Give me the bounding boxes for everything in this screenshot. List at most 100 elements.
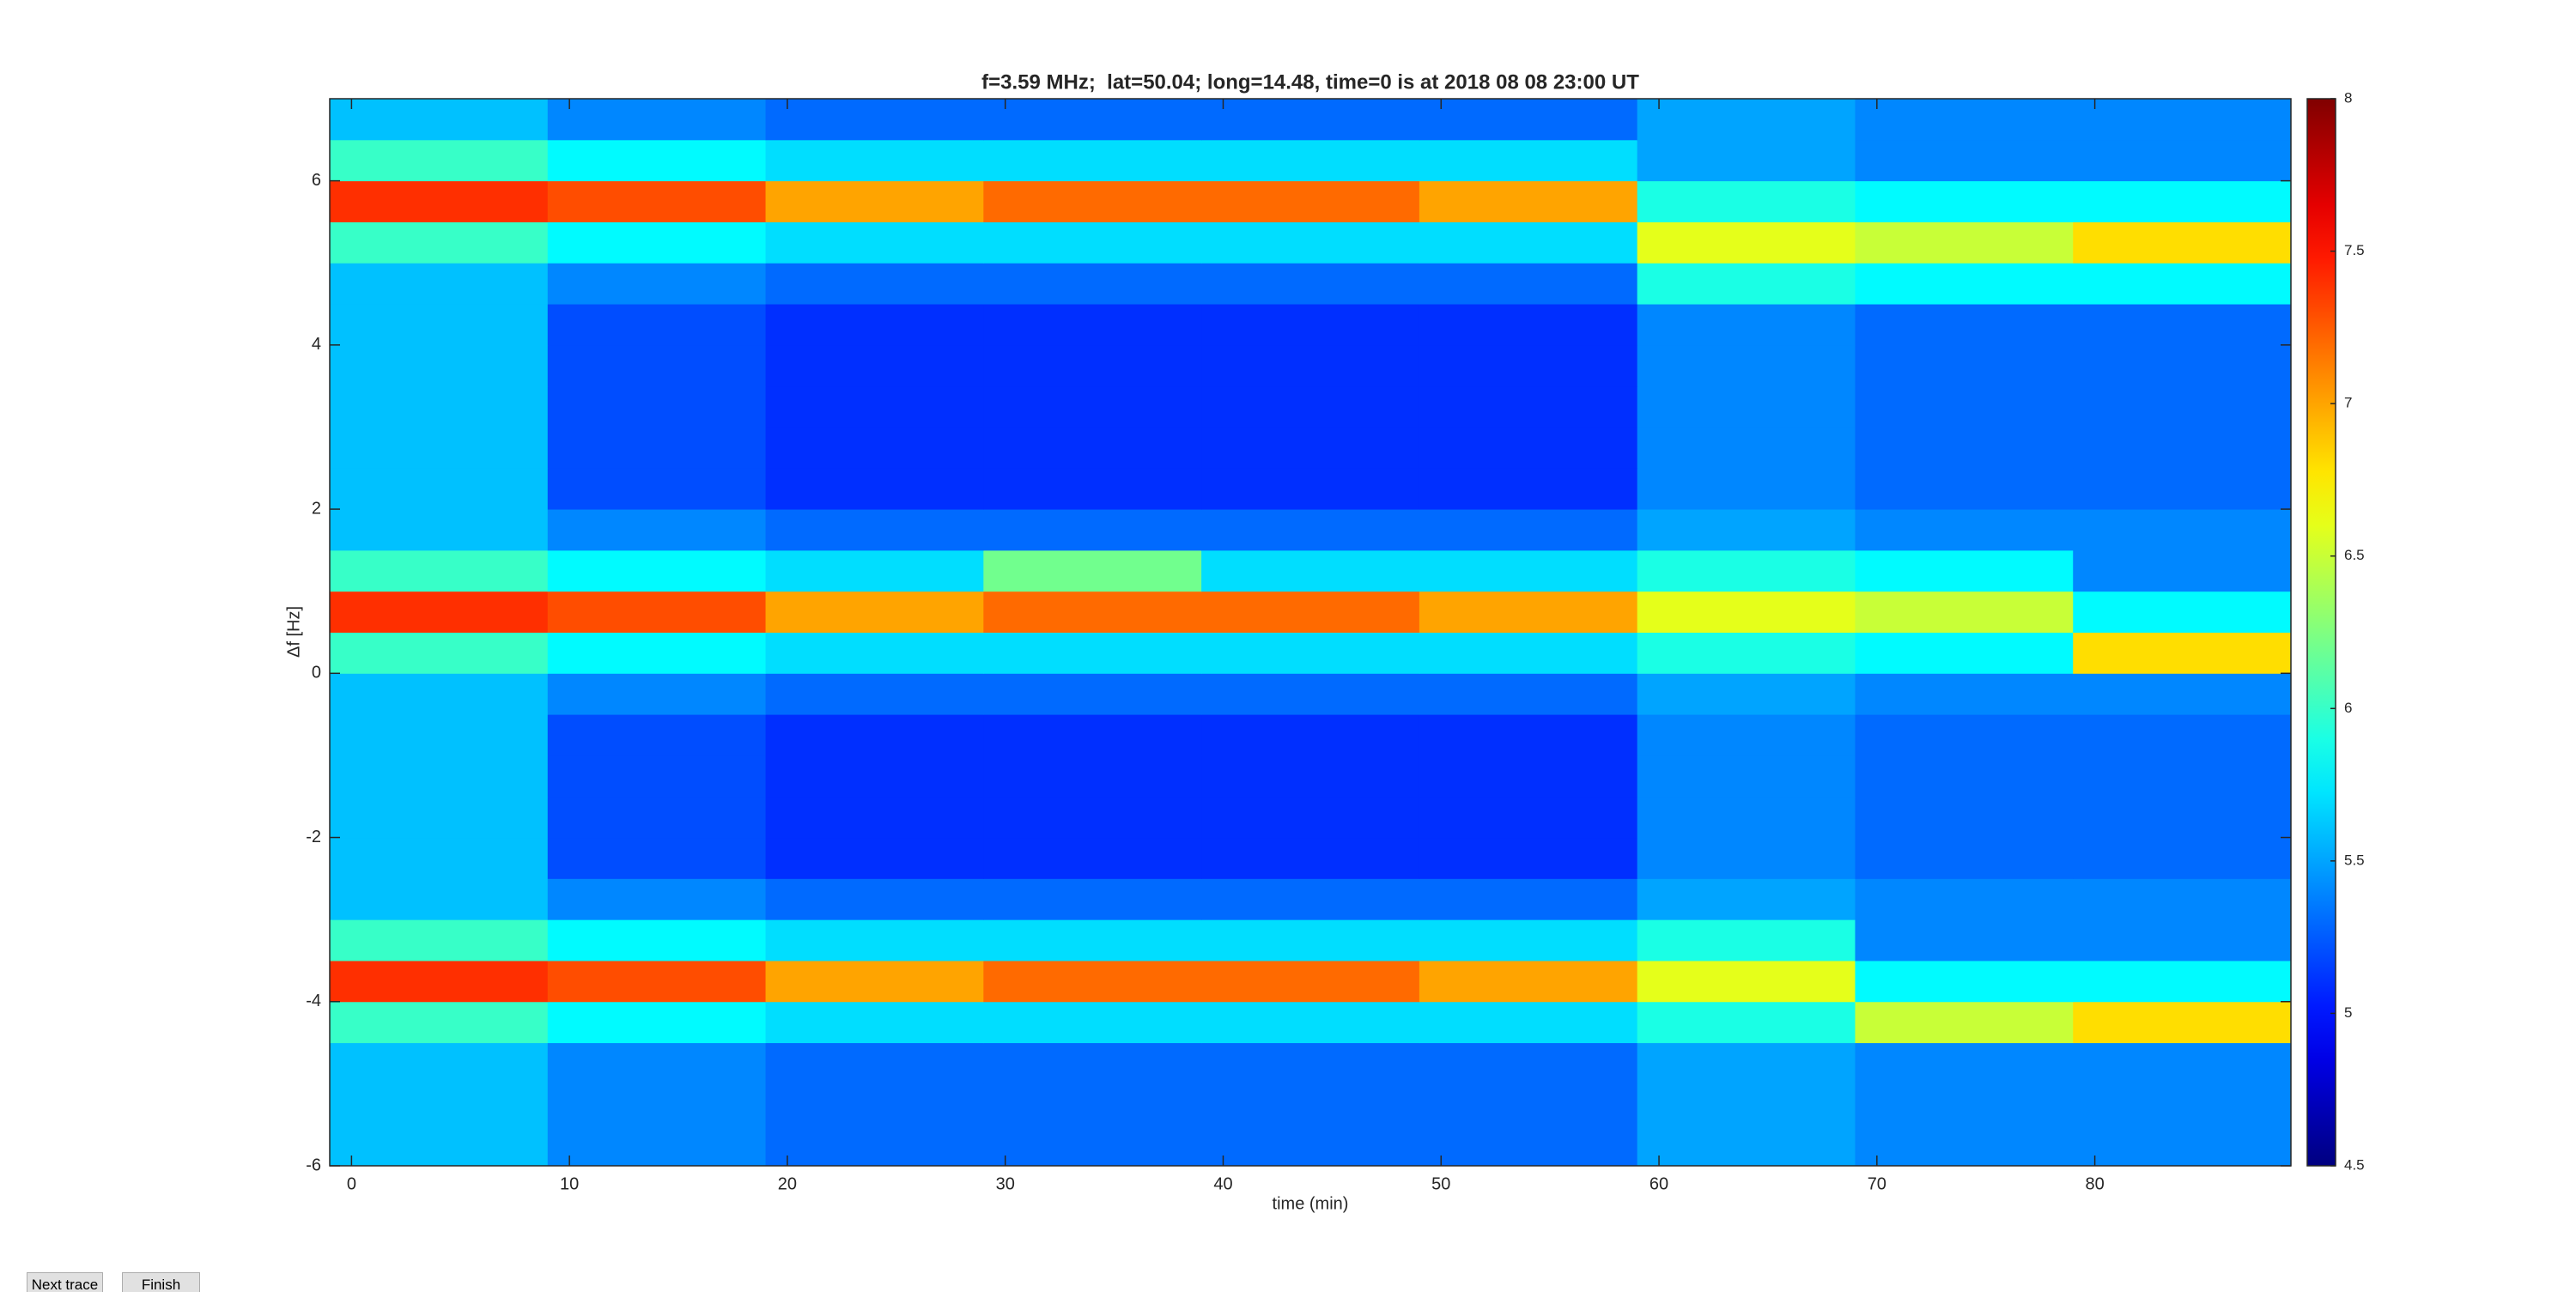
- heatmap-cell: [2073, 139, 2292, 182]
- heatmap-cell: [1201, 1125, 1420, 1167]
- x-tick-label: 10: [560, 1174, 579, 1193]
- heatmap-cell: [330, 1001, 549, 1044]
- heatmap-cell: [1201, 755, 1420, 798]
- heatmap-cell: [765, 344, 984, 387]
- heatmap-cell: [2073, 263, 2292, 305]
- heatmap-cell: [1637, 99, 1856, 141]
- y-tick-label: 4: [312, 335, 321, 354]
- heatmap-cell: [330, 1125, 549, 1167]
- heatmap-cell: [547, 878, 767, 920]
- y-tick-label: -4: [306, 992, 321, 1010]
- heatmap-cell: [1419, 344, 1638, 387]
- heatmap-cell: [547, 1001, 767, 1044]
- heatmap-cell: [1201, 427, 1420, 469]
- heatmap-cell: [2073, 632, 2292, 674]
- heatmap-cell: [983, 427, 1202, 469]
- heatmap-cell: [2073, 509, 2292, 551]
- heatmap-cell: [1201, 591, 1420, 633]
- heatmap-cell: [547, 591, 767, 633]
- heatmap-cell: [1201, 344, 1420, 387]
- heatmap-cell: [1419, 1042, 1638, 1084]
- heatmap-cell: [2073, 468, 2292, 510]
- heatmap-cell: [983, 1083, 1202, 1125]
- colorbar: [2306, 98, 2336, 1167]
- heatmap-cell: [2073, 304, 2292, 346]
- heatmap-cell: [1419, 180, 1638, 222]
- heatmap-cell: [1419, 221, 1638, 264]
- heatmap-cell: [1637, 263, 1856, 305]
- heatmap-cell: [1419, 385, 1638, 428]
- colorbar-tick-label: 5: [2344, 1004, 2352, 1021]
- heatmap-cell: [2073, 1083, 2292, 1125]
- heatmap-cell: [1419, 427, 1638, 469]
- heatmap-cell: [2073, 755, 2292, 798]
- heatmap-cell: [330, 549, 549, 592]
- heatmap-cell: [1637, 837, 1856, 879]
- colorbar-tick-label: 5.5: [2344, 852, 2365, 868]
- heatmap-cell: [1637, 796, 1856, 839]
- heatmap-cell: [330, 139, 549, 182]
- y-axis-label: Δf [Hz]: [284, 606, 303, 658]
- heatmap-cell: [1637, 180, 1856, 222]
- heatmap-cell: [983, 755, 1202, 798]
- heatmap-cell: [1855, 344, 2074, 387]
- heatmap-cell: [1637, 509, 1856, 551]
- heatmap-cell: [1201, 919, 1420, 961]
- heatmap-cell: [983, 878, 1202, 920]
- heatmap-cell: [1637, 344, 1856, 387]
- heatmap-cell: [1855, 837, 2074, 879]
- heatmap-cell: [1855, 263, 2074, 305]
- heatmap-cell: [547, 714, 767, 756]
- heatmap-cell: [983, 1125, 1202, 1167]
- heatmap-cell: [983, 673, 1202, 715]
- heatmap-cell: [1855, 632, 2074, 674]
- heatmap-cell: [1855, 139, 2074, 182]
- next-trace-button[interactable]: Next trace: [27, 1272, 103, 1292]
- plot-frame: [329, 98, 2292, 1167]
- heatmap-cell: [765, 632, 984, 674]
- heatmap-cell: [983, 180, 1202, 222]
- heatmap-cell: [2073, 549, 2292, 592]
- colorbar-tick-label: 8: [2344, 89, 2352, 106]
- heatmap-cell: [1855, 468, 2074, 510]
- heatmap-cell: [983, 714, 1202, 756]
- heatmap-cell: [1855, 427, 2074, 469]
- heatmap-cell: [330, 796, 549, 839]
- heatmap-cell: [1419, 837, 1638, 879]
- heatmap-cell: [2073, 221, 2292, 264]
- heatmap-cell: [1855, 796, 2074, 839]
- heatmap-cell: [1201, 960, 1420, 1003]
- heatmap-cell: [765, 385, 984, 428]
- heatmap-cell: [547, 180, 767, 222]
- heatmap-cell: [547, 1042, 767, 1084]
- heatmap-cell: [1201, 632, 1420, 674]
- heatmap-cell: [1855, 755, 2074, 798]
- finish-button[interactable]: Finish: [122, 1272, 200, 1292]
- heatmap-cell: [983, 99, 1202, 141]
- heatmap-cell: [1201, 180, 1420, 222]
- heatmap-cell: [330, 468, 549, 510]
- heatmap-cell: [547, 344, 767, 387]
- heatmap-cell: [1855, 919, 2074, 961]
- heatmap-cell: [1637, 919, 1856, 961]
- heatmap-cell: [2073, 1001, 2292, 1044]
- heatmap-cell: [1419, 139, 1638, 182]
- heatmap-cell: [1201, 304, 1420, 346]
- heatmap-cell: [765, 837, 984, 879]
- heatmap-cell: [765, 263, 984, 305]
- heatmap-cell: [1419, 1083, 1638, 1125]
- heatmap-cell: [1201, 468, 1420, 510]
- heatmap-cell: [983, 344, 1202, 387]
- heatmap-cell: [1201, 714, 1420, 756]
- heatmap-cell: [1419, 796, 1638, 839]
- heatmap-cell: [2073, 673, 2292, 715]
- heatmap-cell: [547, 549, 767, 592]
- heatmap-cell: [1201, 796, 1420, 839]
- heatmap-cell: [1637, 304, 1856, 346]
- heatmap-cell: [330, 344, 549, 387]
- heatmap-cell: [547, 755, 767, 798]
- heatmap-cell: [330, 591, 549, 633]
- heatmap-cell: [1201, 837, 1420, 879]
- x-tick-label: 50: [1431, 1174, 1450, 1193]
- heatmap-cell: [330, 304, 549, 346]
